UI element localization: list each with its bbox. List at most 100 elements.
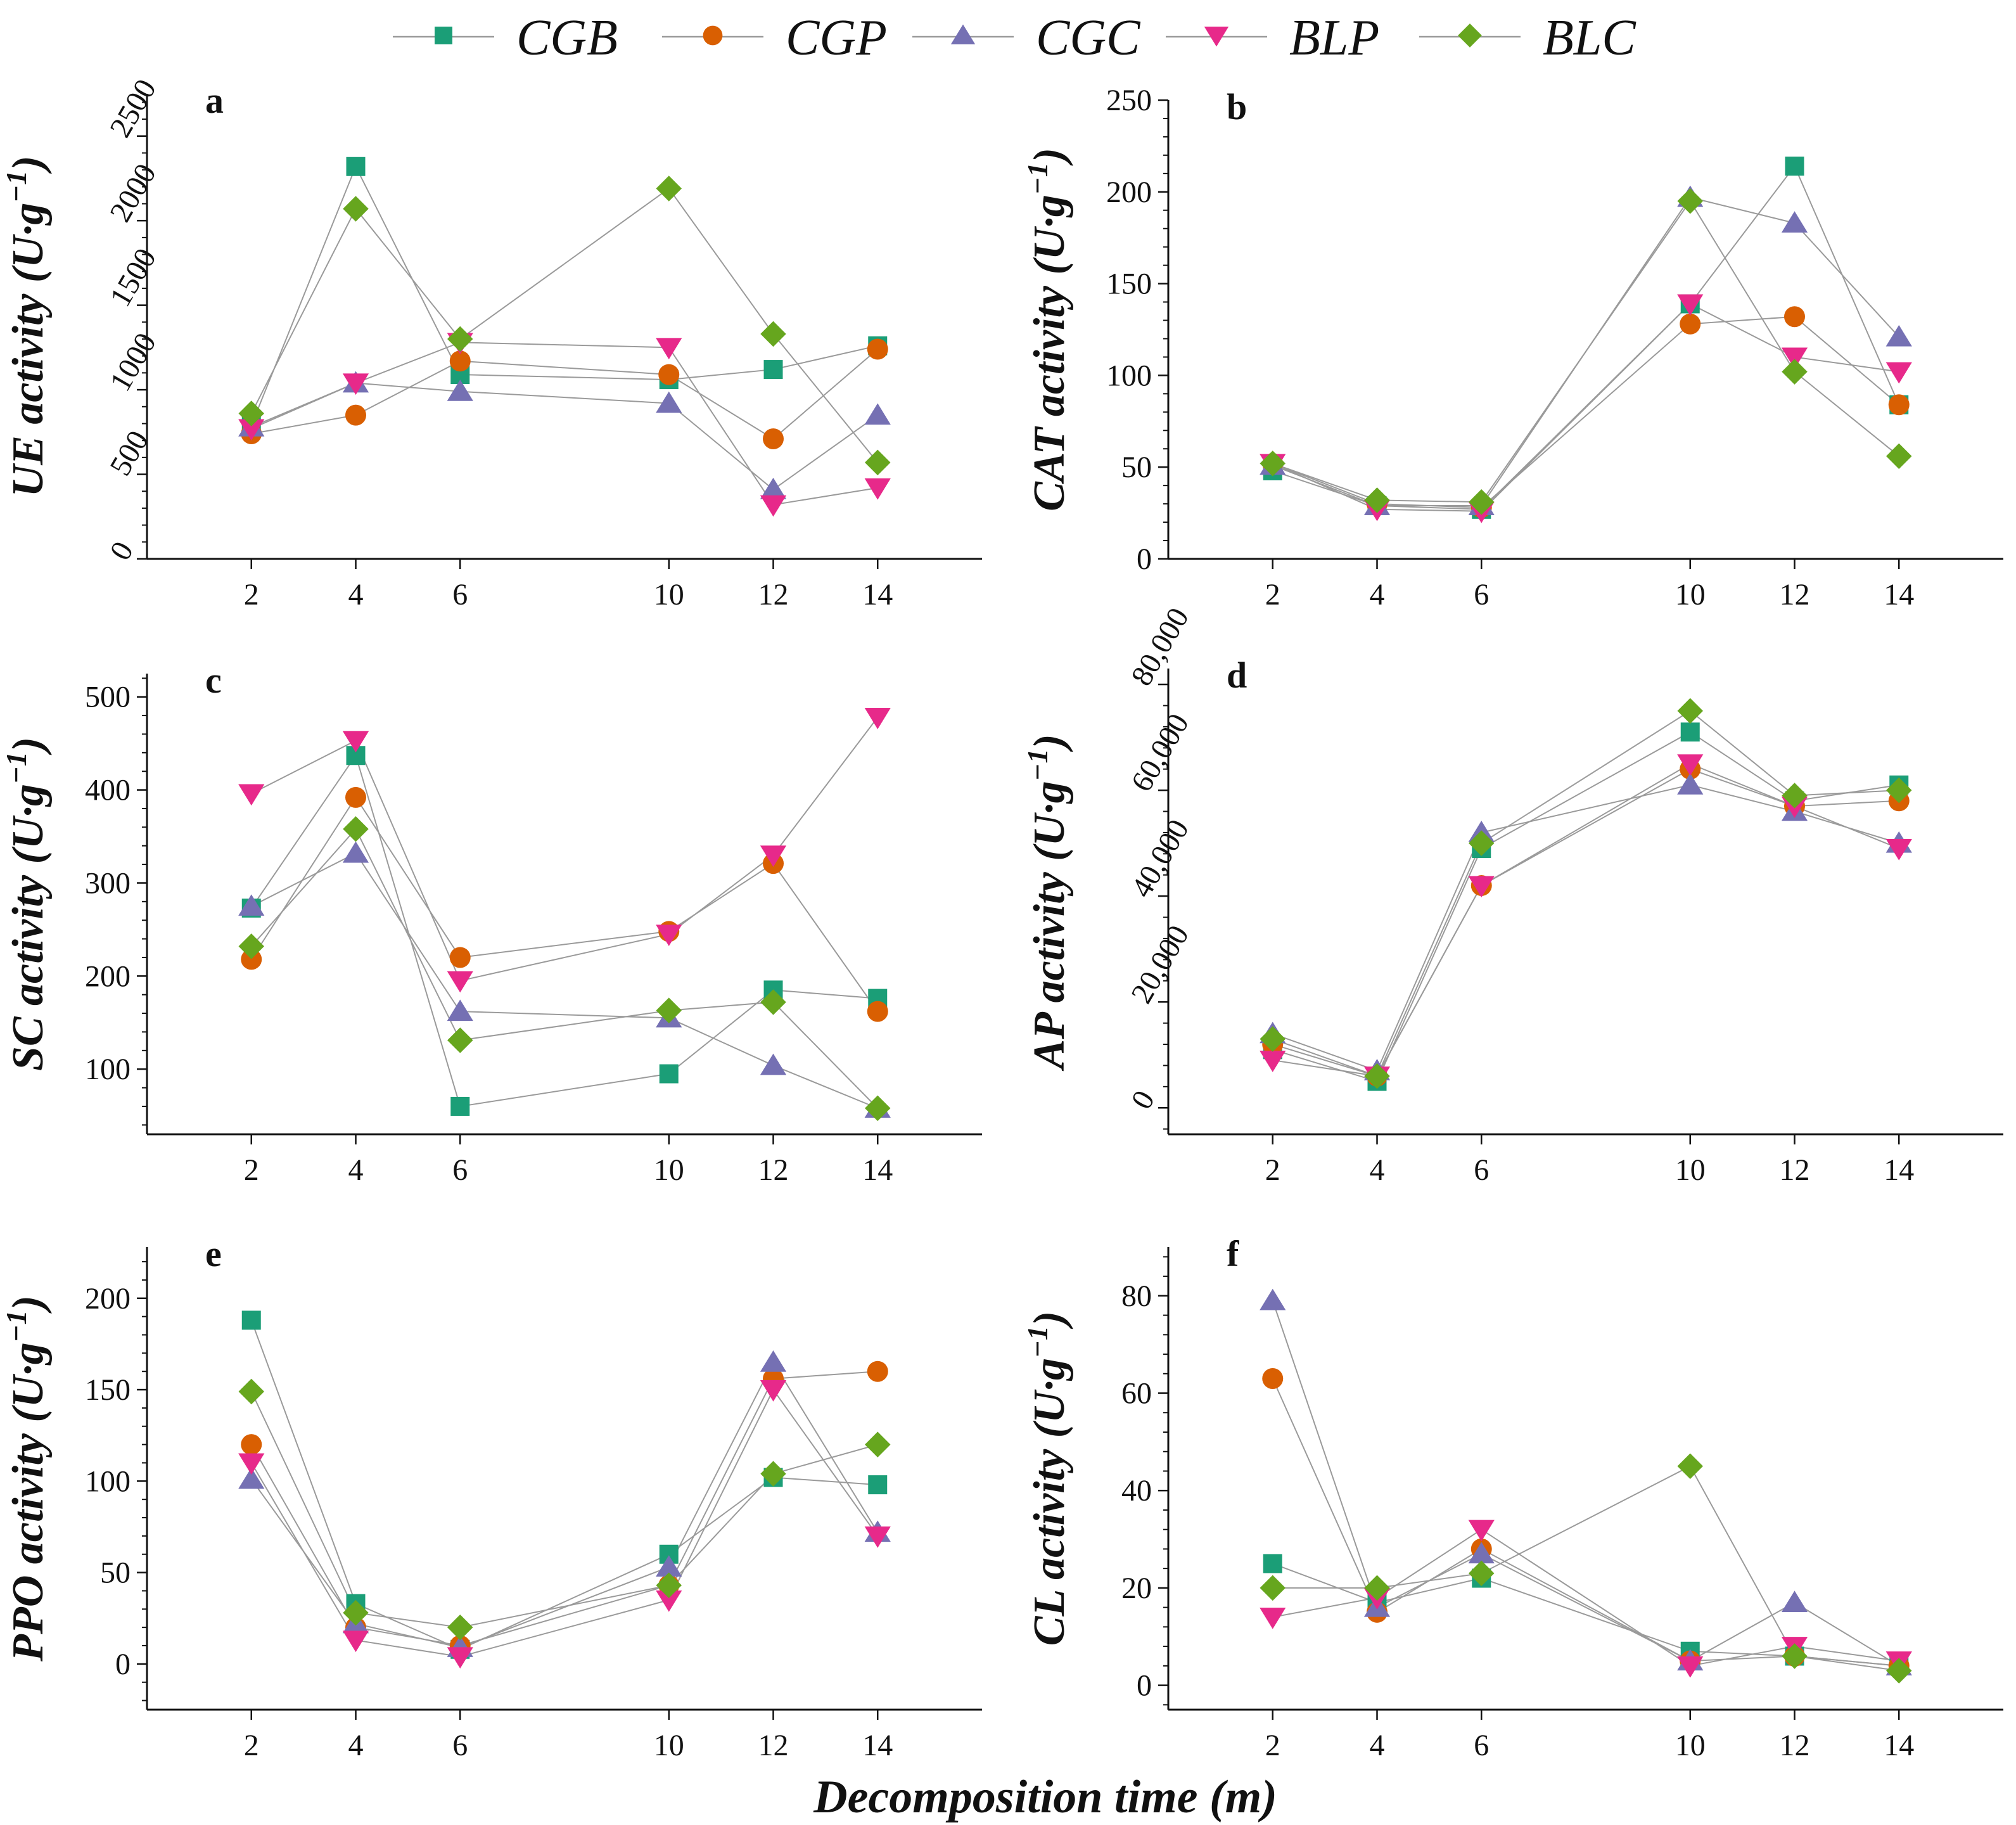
y-axis-title-exponent: −1 xyxy=(0,752,32,784)
panel-f: 0 20 40 60 80 2 4 6 10 12 14 f CL activity (U·g−1) xyxy=(1021,1233,2003,1762)
data-point-blc xyxy=(1364,1063,1390,1089)
data-point-blp xyxy=(238,784,265,806)
y-tick-label: 200 xyxy=(1106,176,1152,209)
y-tick-label: 0 xyxy=(103,536,140,566)
data-point-cgc xyxy=(760,1350,787,1372)
series-line-blp xyxy=(1272,763,1899,1077)
data-point-cgp xyxy=(241,949,262,970)
series-line-cgc xyxy=(1272,1300,1899,1667)
y-tick-label: 2500 xyxy=(103,74,163,143)
data-point-cgc xyxy=(238,1467,265,1489)
data-point-blp xyxy=(1468,876,1495,898)
y-tick-label: 50 xyxy=(100,1556,131,1590)
data-point-blp xyxy=(1260,1051,1286,1072)
series-cgc xyxy=(1260,1288,1912,1675)
data-point-blp xyxy=(656,1590,682,1612)
legend-label-blc: BLC xyxy=(1543,10,1636,66)
data-point-blp xyxy=(864,708,891,729)
y-tick-label: 60,000 xyxy=(1125,708,1196,797)
data-point-cgp xyxy=(241,1434,262,1456)
legend-marker-blc xyxy=(1458,23,1482,48)
data-point-cgc xyxy=(447,380,473,401)
data-point-blc xyxy=(656,1572,682,1599)
x-tick-label: 2 xyxy=(1265,1729,1280,1762)
x-tick-label: 10 xyxy=(654,1153,684,1187)
x-tick-label: 14 xyxy=(862,1729,893,1762)
y-axis-title-unit: activity (U·g xyxy=(1025,195,1074,427)
x-tick-label: 10 xyxy=(1675,1729,1706,1762)
data-point-cgc xyxy=(656,1555,682,1577)
panel-letter: f xyxy=(1227,1233,1239,1274)
x-tick-label: 2 xyxy=(244,578,259,612)
y-axis-title-unit: activity (U·g xyxy=(1025,1358,1074,1591)
data-point-cgp xyxy=(763,428,784,449)
y-tick-label: 20 xyxy=(1121,1572,1152,1605)
legend-item-cgc: CGC xyxy=(912,10,1141,66)
data-point-cgb xyxy=(1263,1554,1282,1573)
x-tick-label: 12 xyxy=(1780,1729,1810,1762)
y-tick-label: 200 xyxy=(85,959,131,993)
data-point-cgp xyxy=(867,1361,888,1382)
y-tick-label: 0 xyxy=(1137,542,1152,576)
data-point-blp xyxy=(656,338,682,360)
y-tick-label: 500 xyxy=(85,681,131,714)
data-point-blc xyxy=(1782,783,1808,809)
data-point-blp xyxy=(447,971,473,993)
data-point-blc xyxy=(865,1095,891,1122)
series-blc xyxy=(238,1378,891,1641)
series-line-cgc xyxy=(1272,784,1899,1072)
data-point-blc xyxy=(865,1431,891,1457)
data-point-blc xyxy=(1260,1026,1286,1052)
x-tick-label: 12 xyxy=(758,1729,789,1762)
data-point-blc xyxy=(1469,1560,1495,1587)
data-point-cgp xyxy=(658,364,680,385)
y-tick-label: 250 xyxy=(1106,84,1152,117)
x-tick-label: 14 xyxy=(862,1153,893,1187)
x-tick-label: 2 xyxy=(244,1729,259,1762)
x-tick-label: 12 xyxy=(1780,1153,1810,1187)
series-line-blc xyxy=(251,828,878,1109)
series-line-cgp xyxy=(1272,1378,1899,1667)
y-axis-title: SC activity (U·g−1) xyxy=(0,737,53,1071)
series-line-blp xyxy=(1272,1528,1899,1667)
series-line-cgc xyxy=(251,852,878,1109)
data-point-blc xyxy=(447,1027,473,1053)
x-tick-label: 14 xyxy=(1884,1729,1914,1762)
y-tick-label: 80,000 xyxy=(1125,602,1196,691)
y-tick-label: 300 xyxy=(85,866,131,900)
data-point-cgc xyxy=(342,841,369,863)
data-point-blc xyxy=(1364,1575,1390,1601)
data-point-blp xyxy=(1677,1656,1704,1678)
data-point-blp xyxy=(760,845,787,868)
data-point-cgc xyxy=(864,403,891,425)
series-blp xyxy=(1260,1520,1912,1678)
legend-label-cgp: CGP xyxy=(786,10,887,66)
data-point-blp xyxy=(1468,1520,1495,1542)
legend-label-cgc: CGC xyxy=(1036,10,1141,66)
series-cgp xyxy=(1262,306,1910,518)
data-point-blp xyxy=(1885,362,1912,384)
data-point-blc xyxy=(1260,451,1286,477)
panel-d: 0 20,000 40,000 60,000 80,000 2 4 6 10 12 14 d AP ac… xyxy=(1021,602,2003,1187)
data-point-blp xyxy=(447,1647,473,1669)
data-point-blp xyxy=(1260,1608,1286,1629)
data-point-cgc xyxy=(1468,1542,1495,1564)
series-line-cgb xyxy=(250,753,878,1108)
panel-e: 0 50 100 150 200 2 4 6 10 12 14 e PPO activity (U·g−… xyxy=(0,1233,982,1762)
data-point-blc xyxy=(1886,443,1912,470)
data-point-blp xyxy=(760,495,787,517)
y-axis-title-unit: activity (U·g xyxy=(1025,781,1074,1013)
series-line-blp xyxy=(1272,303,1899,512)
x-tick-label: 12 xyxy=(1780,578,1810,612)
series-line-cgp xyxy=(251,349,878,440)
legend-item-blp: BLP xyxy=(1166,10,1379,66)
legend-marker-cgb xyxy=(435,27,452,44)
y-axis-title-exponent: −1 xyxy=(1021,749,1054,781)
x-tick-label: 4 xyxy=(348,1153,364,1187)
data-point-blc xyxy=(656,176,682,202)
data-point-blp xyxy=(760,1380,787,1402)
y-tick-label: 40,000 xyxy=(1125,814,1196,903)
x-tick-label: 10 xyxy=(1675,578,1706,612)
